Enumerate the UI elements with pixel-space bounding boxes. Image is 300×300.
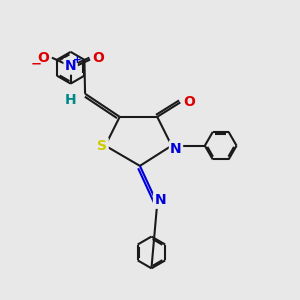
Text: N: N xyxy=(154,194,166,208)
Text: N: N xyxy=(65,59,76,73)
Text: +: + xyxy=(73,55,81,65)
Text: O: O xyxy=(37,51,49,65)
Text: N: N xyxy=(170,142,182,156)
Text: O: O xyxy=(183,95,195,110)
Text: S: S xyxy=(98,139,107,153)
Text: −: − xyxy=(31,58,42,70)
Text: H: H xyxy=(65,92,76,106)
Text: O: O xyxy=(92,51,104,65)
